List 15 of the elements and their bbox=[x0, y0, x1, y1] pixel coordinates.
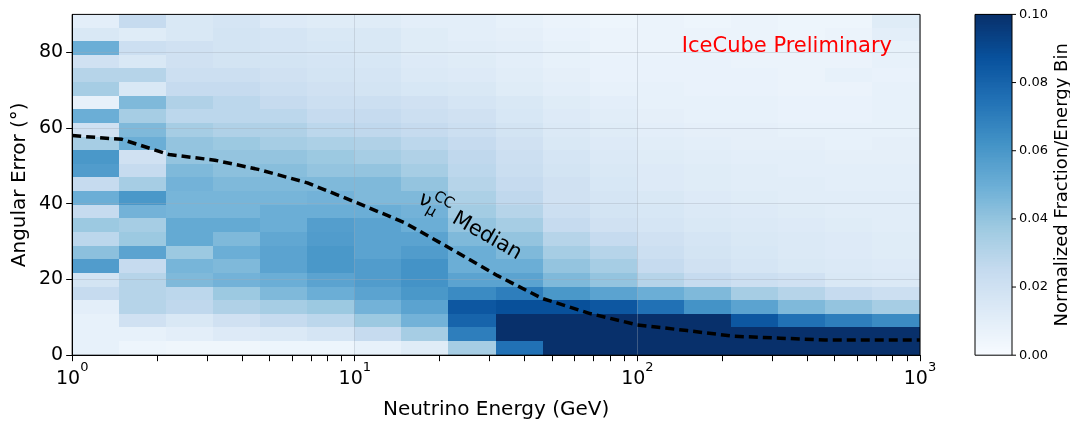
y-tick-label: 80 bbox=[38, 39, 64, 62]
y-tick-label: 0 bbox=[51, 342, 64, 365]
color-bar-label: 0.08 bbox=[1019, 73, 1048, 89]
x-axis-title: Neutrino Energy (GeV) bbox=[382, 396, 610, 421]
color-bar-label: 0.04 bbox=[1019, 210, 1048, 226]
y-tick-label: 60 bbox=[38, 114, 64, 137]
color-bar-label: 0.00 bbox=[1019, 346, 1048, 362]
y-tick-label: 20 bbox=[38, 266, 64, 289]
color-bar-label: 0.06 bbox=[1019, 142, 1048, 158]
color-bar-label: 0.02 bbox=[1019, 278, 1048, 294]
y-tick-label: 40 bbox=[38, 190, 64, 213]
color-bar-label: 0.10 bbox=[1019, 5, 1048, 21]
annotation: IceCube Preliminary bbox=[681, 33, 892, 58]
color-bar-title: Normalized Fraction/Energy Bin bbox=[1049, 43, 1070, 327]
y-axis-title: Angular Error (°) bbox=[6, 102, 31, 268]
